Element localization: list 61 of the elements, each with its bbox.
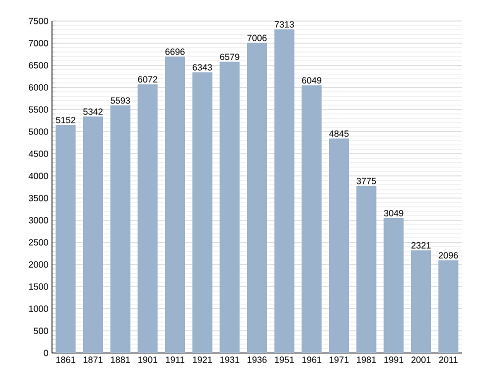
- data-label: 5342: [83, 108, 103, 115]
- bar: [356, 186, 376, 353]
- x-tick-label: 1971: [330, 356, 349, 363]
- bar: [411, 250, 431, 353]
- data-label: 7313: [274, 21, 294, 28]
- x-tick-label: 1951: [275, 356, 294, 363]
- y-tick-label: 7500: [28, 18, 48, 24]
- data-label: 3049: [384, 210, 404, 216]
- y-tick-label: 1500: [29, 283, 48, 290]
- bar: [384, 218, 404, 353]
- data-label: 7006: [247, 34, 267, 42]
- bar: [165, 56, 185, 353]
- bar: [56, 124, 76, 353]
- data-label: 6696: [165, 48, 185, 55]
- x-tick-label: 1931: [220, 356, 240, 363]
- y-tick-label: 2000: [28, 261, 48, 268]
- y-tick-label: 3000: [28, 217, 48, 224]
- y-tick-label: 5500: [28, 106, 48, 113]
- y-tick-label: 4500: [28, 150, 48, 157]
- y-tick-label: 0: [44, 350, 48, 356]
- x-tick-label: 1871: [84, 356, 103, 363]
- bar: [274, 29, 294, 353]
- x-tick-label: 1911: [166, 356, 184, 363]
- data-label: 6049: [302, 77, 322, 84]
- data-label: 6343: [192, 64, 212, 71]
- y-tick-label: 500: [34, 328, 48, 334]
- y-tick-label: 4000: [28, 172, 48, 180]
- x-tick-label: 1991: [384, 356, 404, 363]
- data-label: 2096: [438, 252, 458, 259]
- x-tick-label: 1881: [111, 356, 130, 363]
- x-tick-label: 1921: [193, 356, 212, 363]
- y-tick-label: 3500: [28, 194, 48, 202]
- data-label: 2321: [411, 242, 431, 249]
- y-tick-label: 2500: [28, 239, 48, 246]
- data-label: 3775: [356, 178, 376, 184]
- x-tick-label: 1861: [56, 356, 76, 363]
- y-tick-label: 7000: [28, 40, 48, 46]
- data-label: 4845: [329, 130, 349, 137]
- y-tick-label: 6000: [28, 84, 48, 91]
- y-tick-label: 1000: [29, 306, 48, 312]
- x-tick-label: 1981: [357, 356, 376, 363]
- bar: [302, 85, 322, 353]
- bar: [220, 62, 240, 353]
- x-tick-label: 2011: [439, 356, 458, 363]
- bar: [329, 138, 349, 353]
- bar: [110, 105, 130, 353]
- y-tick-label: 5000: [28, 128, 48, 135]
- x-tick-label: 1901: [138, 356, 158, 363]
- bar: [83, 116, 103, 353]
- bar: [138, 84, 158, 353]
- x-tick-label: 1961: [302, 356, 322, 363]
- bar: [192, 72, 212, 353]
- bar: [247, 42, 267, 353]
- data-label: 6579: [220, 54, 240, 60]
- x-tick-label: 1936: [248, 356, 267, 363]
- data-label: 5593: [110, 97, 130, 104]
- data-label: 6072: [138, 76, 158, 83]
- data-label: 5152: [56, 116, 76, 124]
- y-tick-label: 6500: [28, 62, 48, 68]
- bar: [438, 260, 458, 353]
- x-tick-label: 2001: [411, 356, 431, 363]
